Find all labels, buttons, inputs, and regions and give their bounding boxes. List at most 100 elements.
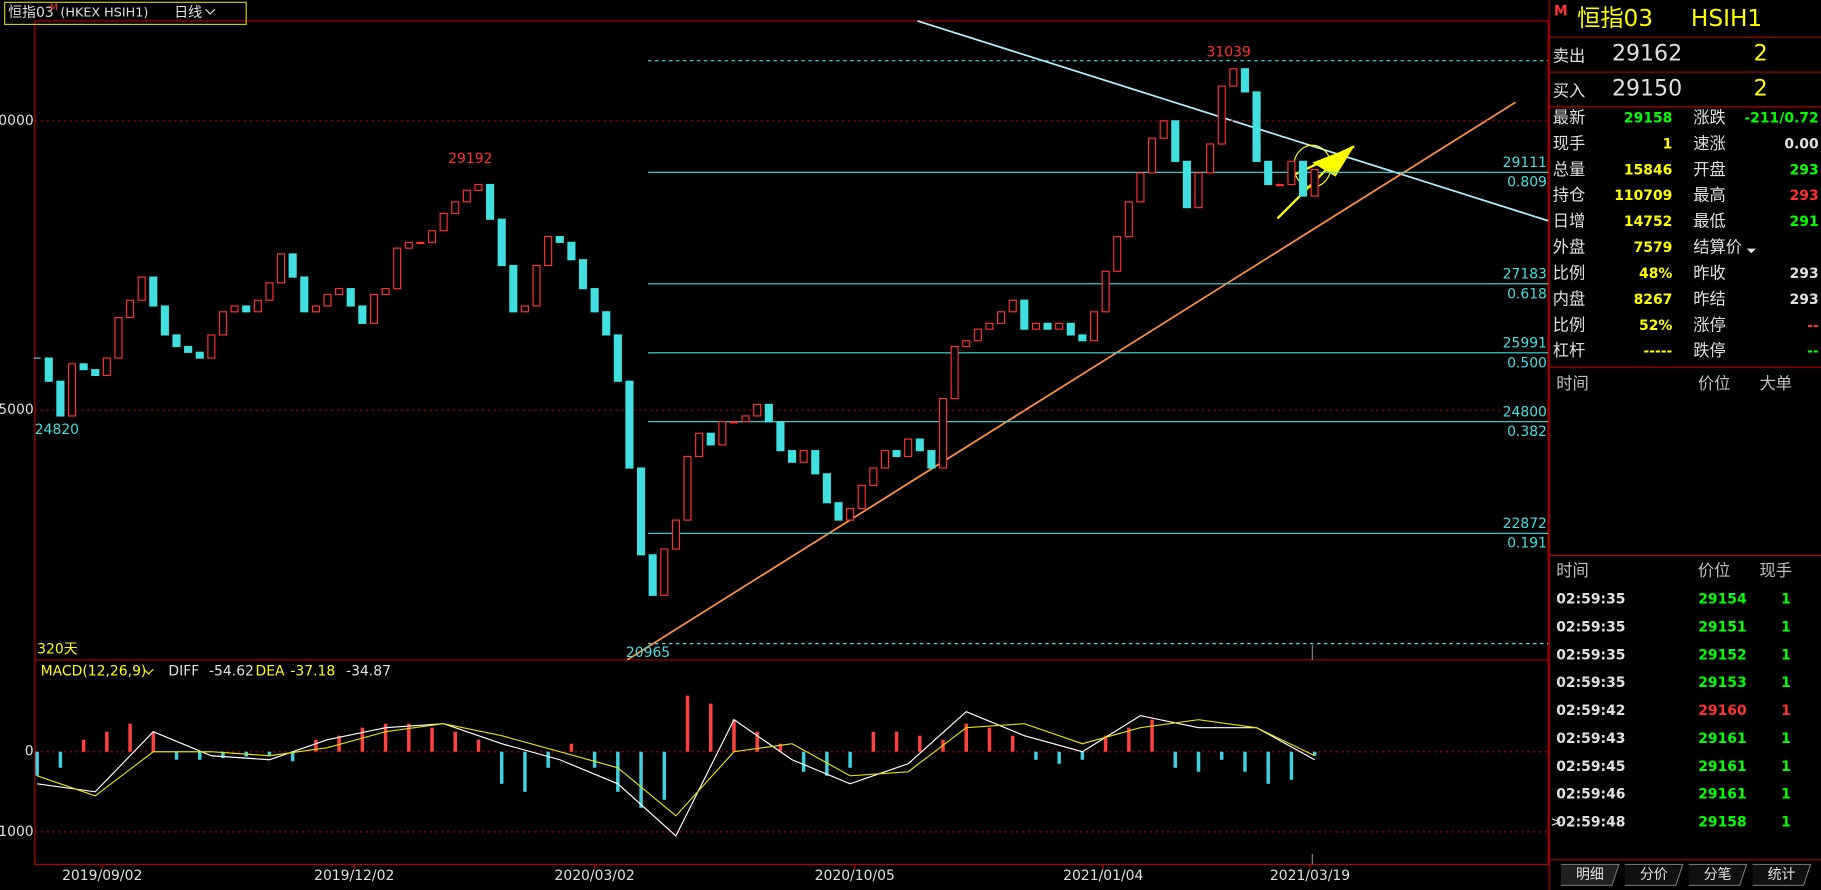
candle	[497, 218, 506, 267]
candle	[1136, 172, 1145, 203]
quote-value: 29158	[1624, 111, 1672, 127]
trade-time: 02:59:35	[1556, 647, 1625, 663]
title-box[interactable]	[4, 1, 247, 25]
candle	[811, 450, 820, 475]
candle	[1055, 322, 1064, 330]
flag: M	[50, 3, 58, 14]
quote-label: 涨跌	[1693, 108, 1725, 127]
column-header: 时间	[1556, 374, 1588, 393]
y-tick-label: 30000	[0, 113, 34, 129]
candle	[718, 421, 727, 446]
fib-price: 29111	[1503, 155, 1547, 171]
candle	[590, 288, 599, 313]
candle	[172, 334, 181, 348]
trade-qty: 1	[1781, 731, 1791, 747]
candle	[67, 363, 77, 417]
arrow	[1312, 146, 1355, 177]
candle	[1113, 235, 1122, 272]
candle	[56, 380, 65, 417]
tab-label[interactable]: 分价	[1640, 867, 1668, 883]
quote-value: 293	[1790, 266, 1819, 282]
period[interactable]: 日线	[174, 5, 202, 21]
candle	[253, 299, 262, 313]
quote-value: 7579	[1634, 240, 1673, 256]
quote-label: 最新	[1553, 108, 1585, 127]
trade-price: 29161	[1698, 731, 1746, 747]
candle	[927, 450, 936, 469]
candle	[787, 450, 797, 463]
macd-value: -34.87	[346, 664, 391, 680]
candle	[1089, 311, 1099, 342]
candle	[729, 421, 739, 424]
fib-ratio: 0.382	[1507, 424, 1547, 440]
quote-label: 涨停	[1693, 315, 1725, 334]
tab[interactable]	[1752, 863, 1812, 886]
candle	[532, 264, 541, 307]
quote-value: 291	[1790, 214, 1819, 230]
candle	[369, 293, 379, 324]
column-header: 时间	[1556, 561, 1588, 580]
fib-ratio: 0.500	[1507, 355, 1547, 371]
candle	[1159, 120, 1168, 139]
candle	[207, 334, 216, 359]
candle	[439, 212, 448, 232]
candle	[567, 241, 576, 261]
tab-label[interactable]: 分笔	[1704, 867, 1732, 883]
peak-label: 29192	[448, 151, 492, 167]
diff-series	[37, 710, 1315, 837]
quote-label: 外盘	[1553, 238, 1585, 257]
tab-label[interactable]: 明细	[1576, 867, 1604, 883]
candle	[973, 328, 982, 342]
candle	[869, 467, 878, 486]
tab-label[interactable]: 统计	[1768, 867, 1796, 883]
candle	[1008, 299, 1017, 313]
x-tick-label: 2019/09/02	[62, 868, 142, 884]
tab[interactable]	[1560, 863, 1620, 886]
candle	[416, 241, 425, 245]
candle	[613, 334, 622, 382]
candle	[300, 276, 309, 313]
tab[interactable]	[1624, 863, 1684, 886]
quote-code: HSIH1	[1691, 5, 1762, 32]
candle	[137, 276, 146, 301]
trough-label: 24820	[35, 422, 79, 438]
candle	[427, 230, 437, 243]
trade-time: 02:59:46	[1556, 787, 1625, 803]
candle	[91, 369, 100, 377]
trade-qty: 1	[1781, 675, 1791, 691]
chart-frame	[34, 20, 1549, 866]
fib-price: 27183	[1503, 267, 1547, 283]
fib-ratio: 0.191	[1507, 536, 1547, 552]
candle	[288, 253, 297, 278]
fib-ratio: 0.618	[1507, 286, 1547, 302]
dropdown-icon	[205, 8, 216, 15]
trade-qty: 1	[1781, 647, 1791, 663]
candle	[683, 455, 692, 521]
tab[interactable]	[1688, 863, 1748, 886]
macd-title[interactable]: MACD(12,26,9)	[41, 664, 147, 680]
candle	[799, 450, 808, 463]
trade-price: 29153	[1698, 675, 1746, 691]
candle	[114, 316, 123, 359]
candle	[1182, 160, 1191, 209]
candle	[462, 189, 471, 203]
buy-price: 29150	[1612, 76, 1682, 101]
candle	[195, 351, 204, 359]
candle	[880, 450, 890, 469]
x-tick-label: 2019/12/02	[314, 868, 394, 884]
quote-label: 总量	[1553, 160, 1585, 179]
candle	[102, 357, 111, 377]
candle	[1229, 68, 1238, 87]
column-header: 现手	[1759, 561, 1791, 580]
trade-time: 02:59:42	[1556, 703, 1625, 719]
trade-qty: 1	[1781, 787, 1791, 803]
quote-label: 杠杆	[1553, 341, 1585, 360]
candle	[44, 357, 53, 382]
buy-label: 买入	[1553, 81, 1585, 100]
trade-price: 29154	[1698, 592, 1747, 608]
trade-time: 02:59:35	[1556, 675, 1625, 691]
candle	[892, 450, 901, 458]
quote-value: 14752	[1624, 214, 1672, 230]
candle	[915, 438, 924, 452]
